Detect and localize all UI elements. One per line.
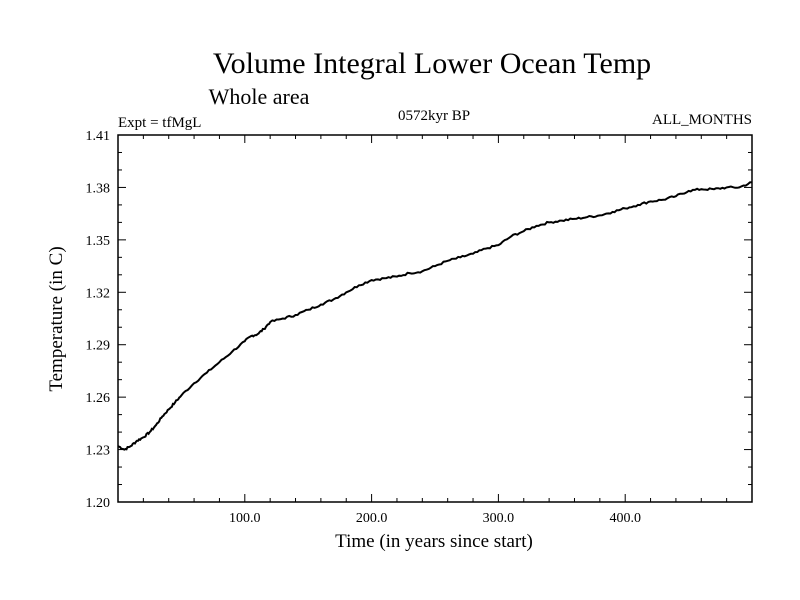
season-label: ALL_MONTHS [652, 112, 752, 128]
x-tick-label: 100.0 [229, 511, 261, 526]
x-axis-ticks [142, 135, 728, 502]
y-axis-ticks [118, 151, 752, 486]
series-line [117, 181, 753, 451]
y-tick-label: 1.20 [86, 496, 111, 511]
y-tick-label: 1.38 [86, 181, 111, 196]
plot-frame [117, 134, 753, 503]
x-axis-tick-labels: 100.0 200.0 300.0 400.0 [229, 511, 641, 526]
x-tick-label: 400.0 [609, 511, 641, 526]
y-tick-label: 1.35 [86, 234, 111, 249]
y-tick-label: 1.29 [86, 339, 111, 354]
x-tick-label: 200.0 [356, 511, 388, 526]
chart-title: Volume Integral Lower Ocean Temp [213, 47, 651, 80]
x-axis-label: Time (in years since start) [335, 531, 533, 552]
y-tick-label: 1.23 [86, 444, 111, 459]
chart-subtitle: Whole area [209, 84, 310, 109]
period-label: 0572kyr BP [398, 108, 470, 124]
y-tick-label: 1.41 [86, 129, 111, 144]
experiment-label: Expt = tfMgL [118, 115, 201, 131]
y-axis-label: Temperature (in C) [46, 246, 67, 391]
y-tick-label: 1.32 [86, 286, 111, 301]
y-axis-tick-labels: 1.20 1.23 1.26 1.29 1.32 1.35 1.38 1.41 [86, 129, 111, 511]
y-tick-label: 1.26 [86, 391, 111, 406]
x-tick-label: 300.0 [483, 511, 515, 526]
